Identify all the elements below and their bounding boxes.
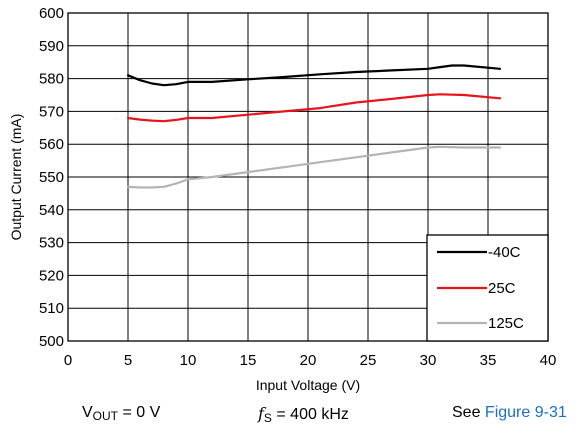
grid (68, 13, 548, 341)
output-current-line-chart: 0 5 10 15 20 25 30 35 40500510520530540550560570… (8, 5, 556, 393)
series-line-1 (126, 93, 502, 123)
legend: -40C 25C 125C (426, 234, 549, 342)
series-line-2 (126, 145, 502, 189)
y-tick-label: 550 (39, 169, 64, 186)
x-tick-label: 0 (64, 352, 72, 369)
see-prefix: See (452, 404, 485, 421)
y-tick-label: 590 (39, 38, 64, 55)
chart-caption: VOUT = 0 V fS = 400 kHz See Figure 9-31 (0, 402, 586, 432)
fs-symbol: f (258, 404, 264, 423)
legend-label-0: -40C (488, 244, 521, 261)
x-tick-label: 10 (180, 352, 197, 369)
fs-subscript: S (263, 411, 272, 425)
y-tick-label: 540 (39, 202, 64, 219)
fs-condition: fS = 400 kHz (258, 404, 349, 425)
fs-value: = 400 kHz (271, 406, 349, 423)
y-tick-label: 500 (39, 333, 64, 350)
tick-labels: 0 5 10 15 20 25 30 35 40500510520530540550560570… (39, 5, 556, 369)
y-tick-label: 530 (39, 235, 64, 252)
y-tick-label: 510 (39, 300, 64, 317)
y-tick-label: 570 (39, 103, 64, 120)
series-lines (126, 64, 502, 189)
vout-prefix: V (82, 404, 93, 421)
legend-label-1: 25C (488, 280, 516, 297)
y-tick-label: 580 (39, 71, 64, 88)
x-tick-label: 25 (360, 352, 377, 369)
legend-label-2: 125C (488, 315, 524, 332)
x-tick-label: 40 (540, 352, 557, 369)
vout-subscript: OUT (92, 409, 119, 423)
vout-condition: VOUT = 0 V (82, 404, 160, 423)
y-tick-label: 520 (39, 267, 64, 284)
y-axis-title: Output Current (mA) (8, 114, 24, 241)
x-tick-label: 15 (240, 352, 257, 369)
series-line-0 (126, 64, 502, 87)
plot-frame (67, 12, 549, 342)
x-tick-label: 35 (480, 352, 497, 369)
y-tick-label: 560 (39, 136, 64, 153)
figure-9-31-link[interactable]: Figure 9-31 (484, 404, 567, 421)
see-figure-reference: See Figure 9-31 (452, 404, 567, 422)
x-tick-label: 5 (124, 352, 132, 369)
x-axis-title: Input Voltage (V) (256, 377, 360, 393)
x-tick-label: 30 (420, 352, 437, 369)
vout-value: = 0 V (118, 404, 161, 421)
x-tick-label: 20 (300, 352, 317, 369)
y-tick-label: 600 (39, 5, 64, 22)
